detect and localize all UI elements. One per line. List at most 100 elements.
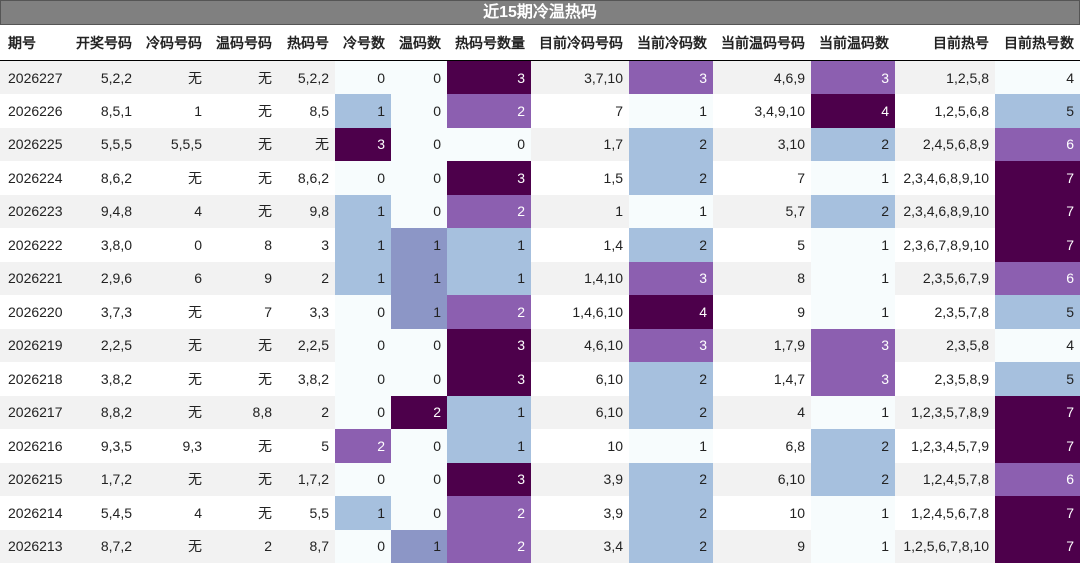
- table-cell: 3,4,9,10: [754, 102, 805, 119]
- table-cell: 1: [811, 529, 895, 563]
- table-cell: 3,9: [603, 504, 623, 521]
- table-cell: 6,10: [595, 370, 623, 387]
- table-cell: 1: [629, 94, 713, 128]
- table-cell: 2: [208, 529, 278, 563]
- column-header: 目前冷码号码: [531, 25, 629, 61]
- table-row: 2026216 9,3,5 9,3 无 5 2 0 1 10 1 6,8 2 1,2,3,4,5,7,9…: [0, 429, 1080, 463]
- table-cell: 2026215: [0, 462, 70, 496]
- table-cell: 2,2,5: [278, 328, 335, 362]
- table-cell: 1,7,2: [278, 462, 335, 496]
- table-cell: 6: [995, 127, 1080, 161]
- table-cell: 8,6,2: [100, 169, 132, 186]
- table-cell: 0: [335, 462, 391, 496]
- table-cell: 1: [531, 194, 629, 228]
- table-cell: 2026226: [8, 102, 63, 119]
- table-cell: 无: [258, 169, 272, 186]
- table-cell: 2,3,5,8: [895, 328, 995, 362]
- column-header: 当前温码数: [811, 25, 895, 61]
- table-cell: 8,7,2: [70, 529, 138, 563]
- table-cell: 3,3: [309, 303, 329, 320]
- table-row: 2026220 3,7,3 无 7 3,3 0 1 2 1,4,6,10 4 9 1 2,3,5,7,8…: [0, 295, 1080, 329]
- table-cell: 3: [447, 462, 531, 496]
- table-cell: 5,5,5: [138, 127, 208, 161]
- column-header: 热码号: [278, 25, 335, 61]
- table-cell: 无: [208, 328, 278, 362]
- table-cell: 1,4,6,10: [572, 303, 623, 320]
- table-cell: 2026220: [8, 303, 63, 320]
- table-cell: 7: [995, 429, 1080, 463]
- table-cell: 8: [713, 261, 811, 295]
- table-cell: 无: [258, 102, 272, 119]
- table-cell: 3: [335, 127, 391, 161]
- table-cell: 2: [391, 395, 447, 429]
- table-cell: 2: [629, 228, 713, 262]
- table-cell: 1: [811, 295, 895, 329]
- table-row: 2026222 3,8,0 0 8 3 1 1 1 1,4 2 5 1 2,3,6,7,8,9,10 7: [0, 228, 1080, 262]
- table-cell: 10: [789, 504, 805, 521]
- table-cell: 0: [391, 328, 447, 362]
- table-cell: 9: [797, 303, 805, 320]
- table-cell: 2: [811, 462, 895, 496]
- table-cell: 2: [278, 395, 335, 429]
- table-cell: 无: [258, 370, 272, 387]
- table-cell: 2,4,5,6,8,9: [895, 127, 995, 161]
- table-cell: 0: [335, 529, 391, 563]
- table-cell: 2,3,5,7,8: [934, 303, 990, 320]
- table-cell: 3: [811, 362, 895, 396]
- table-cell: 2026218: [8, 370, 63, 387]
- table-cell: 1,2,3,4,5,7,9: [911, 437, 989, 454]
- table-cell: 1: [335, 94, 391, 128]
- table-cell: 1,2,5,6,8: [934, 102, 990, 119]
- table-cell: 2026219: [0, 328, 70, 362]
- table-cell: 2,2,5: [70, 328, 138, 362]
- table-row: 2026218 3,8,2 无无 3,8,2 0 0 3 6,10 2 1,4,7 3 2,3,5,8…: [0, 362, 1080, 396]
- table-cell: 6,8: [785, 437, 805, 454]
- table-cell: 1,7,9: [713, 328, 811, 362]
- table-cell: 无: [258, 437, 272, 454]
- table-cell: 4: [995, 60, 1080, 94]
- table-cell: 3: [321, 236, 329, 253]
- table-cell: 0: [335, 295, 391, 329]
- table-cell: 0: [391, 60, 447, 94]
- table-cell: 7: [995, 161, 1080, 195]
- table-cell: 3,8,2: [297, 370, 329, 387]
- table-cell: 1,7: [531, 127, 629, 161]
- column-header: 热码号数量: [447, 25, 531, 61]
- table-cell: 0: [391, 194, 447, 228]
- table-cell: 3,7,3: [100, 303, 132, 320]
- table-cell: 2: [811, 127, 895, 161]
- table-cell: 3: [629, 60, 713, 94]
- table-row: 2026227 5,2,2 无无 5,2,2 0 0 3 3,7,10 3 4,6,9 3 1,2,5…: [0, 60, 1080, 94]
- table-row: 2026221 2,9,6 6 9 2 1 1 1 1,4,10 3 8 1 2,3,5,6,7,9 6: [0, 261, 1080, 295]
- table-cell: 2: [629, 395, 713, 429]
- table-cell: 3,4: [531, 529, 629, 563]
- table-cell: 10: [607, 437, 623, 454]
- column-header: 目前热号数: [995, 25, 1080, 61]
- table-cell: 8: [264, 236, 272, 253]
- table-cell: 4,6,9: [713, 60, 811, 94]
- table-cell: 5,2,2: [70, 60, 138, 94]
- table-row: 2026224 8,6,2 无无 8,6,2 0 0 3 1,5 2 7 1 2,3,4,6,8,9,…: [0, 161, 1080, 195]
- table-title: 近15期冷温热码: [0, 0, 1080, 25]
- table-cell: 1,2,5,6,7,8,10: [895, 529, 995, 563]
- table-cell: 1: [811, 496, 895, 530]
- table-cell: 3: [447, 161, 531, 195]
- column-header: 冷码号码: [138, 25, 208, 61]
- table-cell: 4: [629, 295, 713, 329]
- table-row: 2026213 8,7,2 无 2 8,7 0 1 2 3,4 2 9 1 1,2,5,6,7,8,10…: [0, 529, 1080, 563]
- table-cell: 4: [995, 328, 1080, 362]
- table-cell: 1: [391, 295, 447, 329]
- table-cell: 无: [258, 504, 272, 521]
- column-header: 温码数: [391, 25, 447, 61]
- table-cell: 2,3,4,6,8,9,10: [895, 194, 995, 228]
- table-cell: 1: [335, 261, 391, 295]
- table-cell: 无: [188, 169, 202, 186]
- table-cell: 6,10: [713, 462, 811, 496]
- table-cell: 9,8: [278, 194, 335, 228]
- table-cell: 2,3,4,6,8,9,10: [903, 169, 989, 186]
- table-cell: 2: [278, 261, 335, 295]
- table-cell: 无: [188, 370, 202, 387]
- table-cell: 无: [138, 328, 208, 362]
- table-cell: 1,7,2: [70, 462, 138, 496]
- header-row: 期号 开奖号码 冷码号码 温码号码 热码号 冷号数 温码数 热码号数量 目前冷码号码 当前冷码数当…: [0, 25, 1080, 61]
